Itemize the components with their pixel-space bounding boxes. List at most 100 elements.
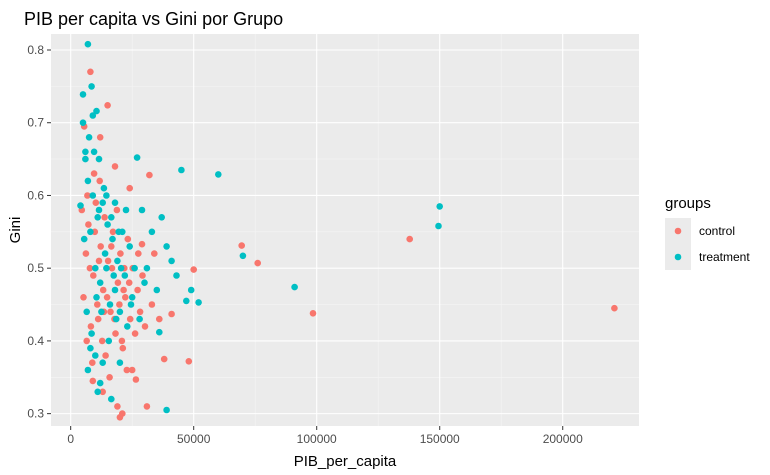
point-control (94, 301, 101, 308)
point-control (143, 403, 151, 410)
point-treatment (87, 344, 94, 352)
point-control (114, 403, 121, 410)
point-control (90, 272, 97, 279)
point-treatment (79, 91, 87, 98)
point-control (131, 330, 139, 337)
point-treatment (84, 366, 92, 374)
legend-label-control: control (699, 224, 735, 238)
legend-key-treatment (674, 253, 682, 261)
point-treatment (183, 297, 190, 305)
point-treatment (88, 83, 95, 90)
plot-panel (51, 34, 639, 426)
legend-keys: control treatment (665, 218, 750, 270)
point-control (86, 264, 94, 272)
point-treatment (99, 359, 106, 367)
point-control (82, 250, 90, 257)
point-treatment (106, 301, 114, 308)
y-tick-label: 0.7 (27, 116, 44, 130)
point-treatment (126, 243, 133, 250)
y-tick-label: 0.3 (27, 407, 44, 421)
point-treatment (138, 206, 146, 214)
point-treatment (156, 328, 163, 336)
point-treatment (83, 308, 90, 316)
x-tick-label: 0 (67, 432, 74, 446)
point-control (103, 294, 111, 301)
point-control (132, 376, 140, 383)
point-treatment (93, 294, 100, 301)
point-treatment (136, 315, 143, 323)
point-control (99, 388, 106, 396)
point-control (148, 301, 156, 308)
point-control (113, 206, 121, 214)
point-control (96, 134, 104, 141)
point-treatment (163, 406, 170, 414)
point-control (611, 304, 618, 312)
point-treatment (101, 250, 109, 257)
y-axis-title: Gini (7, 217, 24, 244)
point-treatment (100, 184, 108, 192)
point-treatment (116, 308, 124, 316)
point-control (126, 184, 133, 192)
point-treatment (435, 222, 442, 230)
point-treatment (88, 330, 95, 337)
point-control (80, 294, 87, 301)
point-control (254, 259, 261, 267)
point-treatment (116, 359, 124, 367)
point-control (108, 243, 115, 250)
x-tick-label: 100000 (297, 432, 337, 446)
point-control (87, 68, 94, 76)
point-treatment (108, 214, 115, 221)
point-control (118, 337, 126, 345)
point-treatment (153, 286, 161, 294)
point-control (102, 352, 109, 359)
point-treatment (77, 202, 84, 209)
point-control (104, 257, 112, 265)
point-control (185, 358, 193, 365)
point-treatment (82, 148, 89, 156)
point-treatment (103, 192, 110, 199)
point-control (406, 235, 414, 243)
y-tick-label: 0.5 (27, 261, 44, 275)
point-control (136, 308, 144, 316)
point-control (119, 344, 127, 352)
point-treatment (84, 177, 92, 185)
point-treatment (178, 166, 185, 174)
point-treatment (95, 206, 103, 214)
point-control (101, 214, 108, 221)
legend-title: groups (665, 195, 711, 212)
point-control (108, 264, 116, 272)
point-treatment (168, 257, 175, 265)
point-treatment (148, 228, 156, 236)
point-treatment (112, 315, 120, 323)
point-control (122, 294, 129, 301)
data-points (77, 40, 618, 421)
x-axis-title: PIB_per_capita (294, 453, 397, 470)
point-control (111, 163, 119, 170)
point-treatment (109, 235, 116, 243)
point-treatment (94, 214, 101, 221)
y-tick-label: 0.4 (27, 334, 44, 348)
point-control (97, 243, 104, 250)
point-control (84, 192, 91, 199)
chart-title: PIB per capita vs Gini por Grupo (24, 9, 283, 29)
point-control (126, 315, 134, 323)
point-treatment (92, 352, 99, 359)
point-treatment (239, 252, 247, 260)
point-control (139, 272, 146, 279)
point-control (116, 301, 123, 308)
point-treatment (98, 308, 105, 316)
point-treatment (89, 112, 97, 119)
point-treatment (92, 264, 99, 272)
point-treatment (114, 257, 121, 265)
point-control (156, 315, 163, 323)
point-treatment (96, 279, 104, 287)
point-control (138, 240, 146, 248)
x-tick-label: 150000 (420, 432, 460, 446)
point-control (151, 250, 158, 257)
point-treatment (117, 264, 125, 272)
point-control (98, 337, 106, 345)
point-treatment (111, 286, 119, 294)
point-control (114, 279, 122, 287)
point-control (87, 323, 95, 330)
